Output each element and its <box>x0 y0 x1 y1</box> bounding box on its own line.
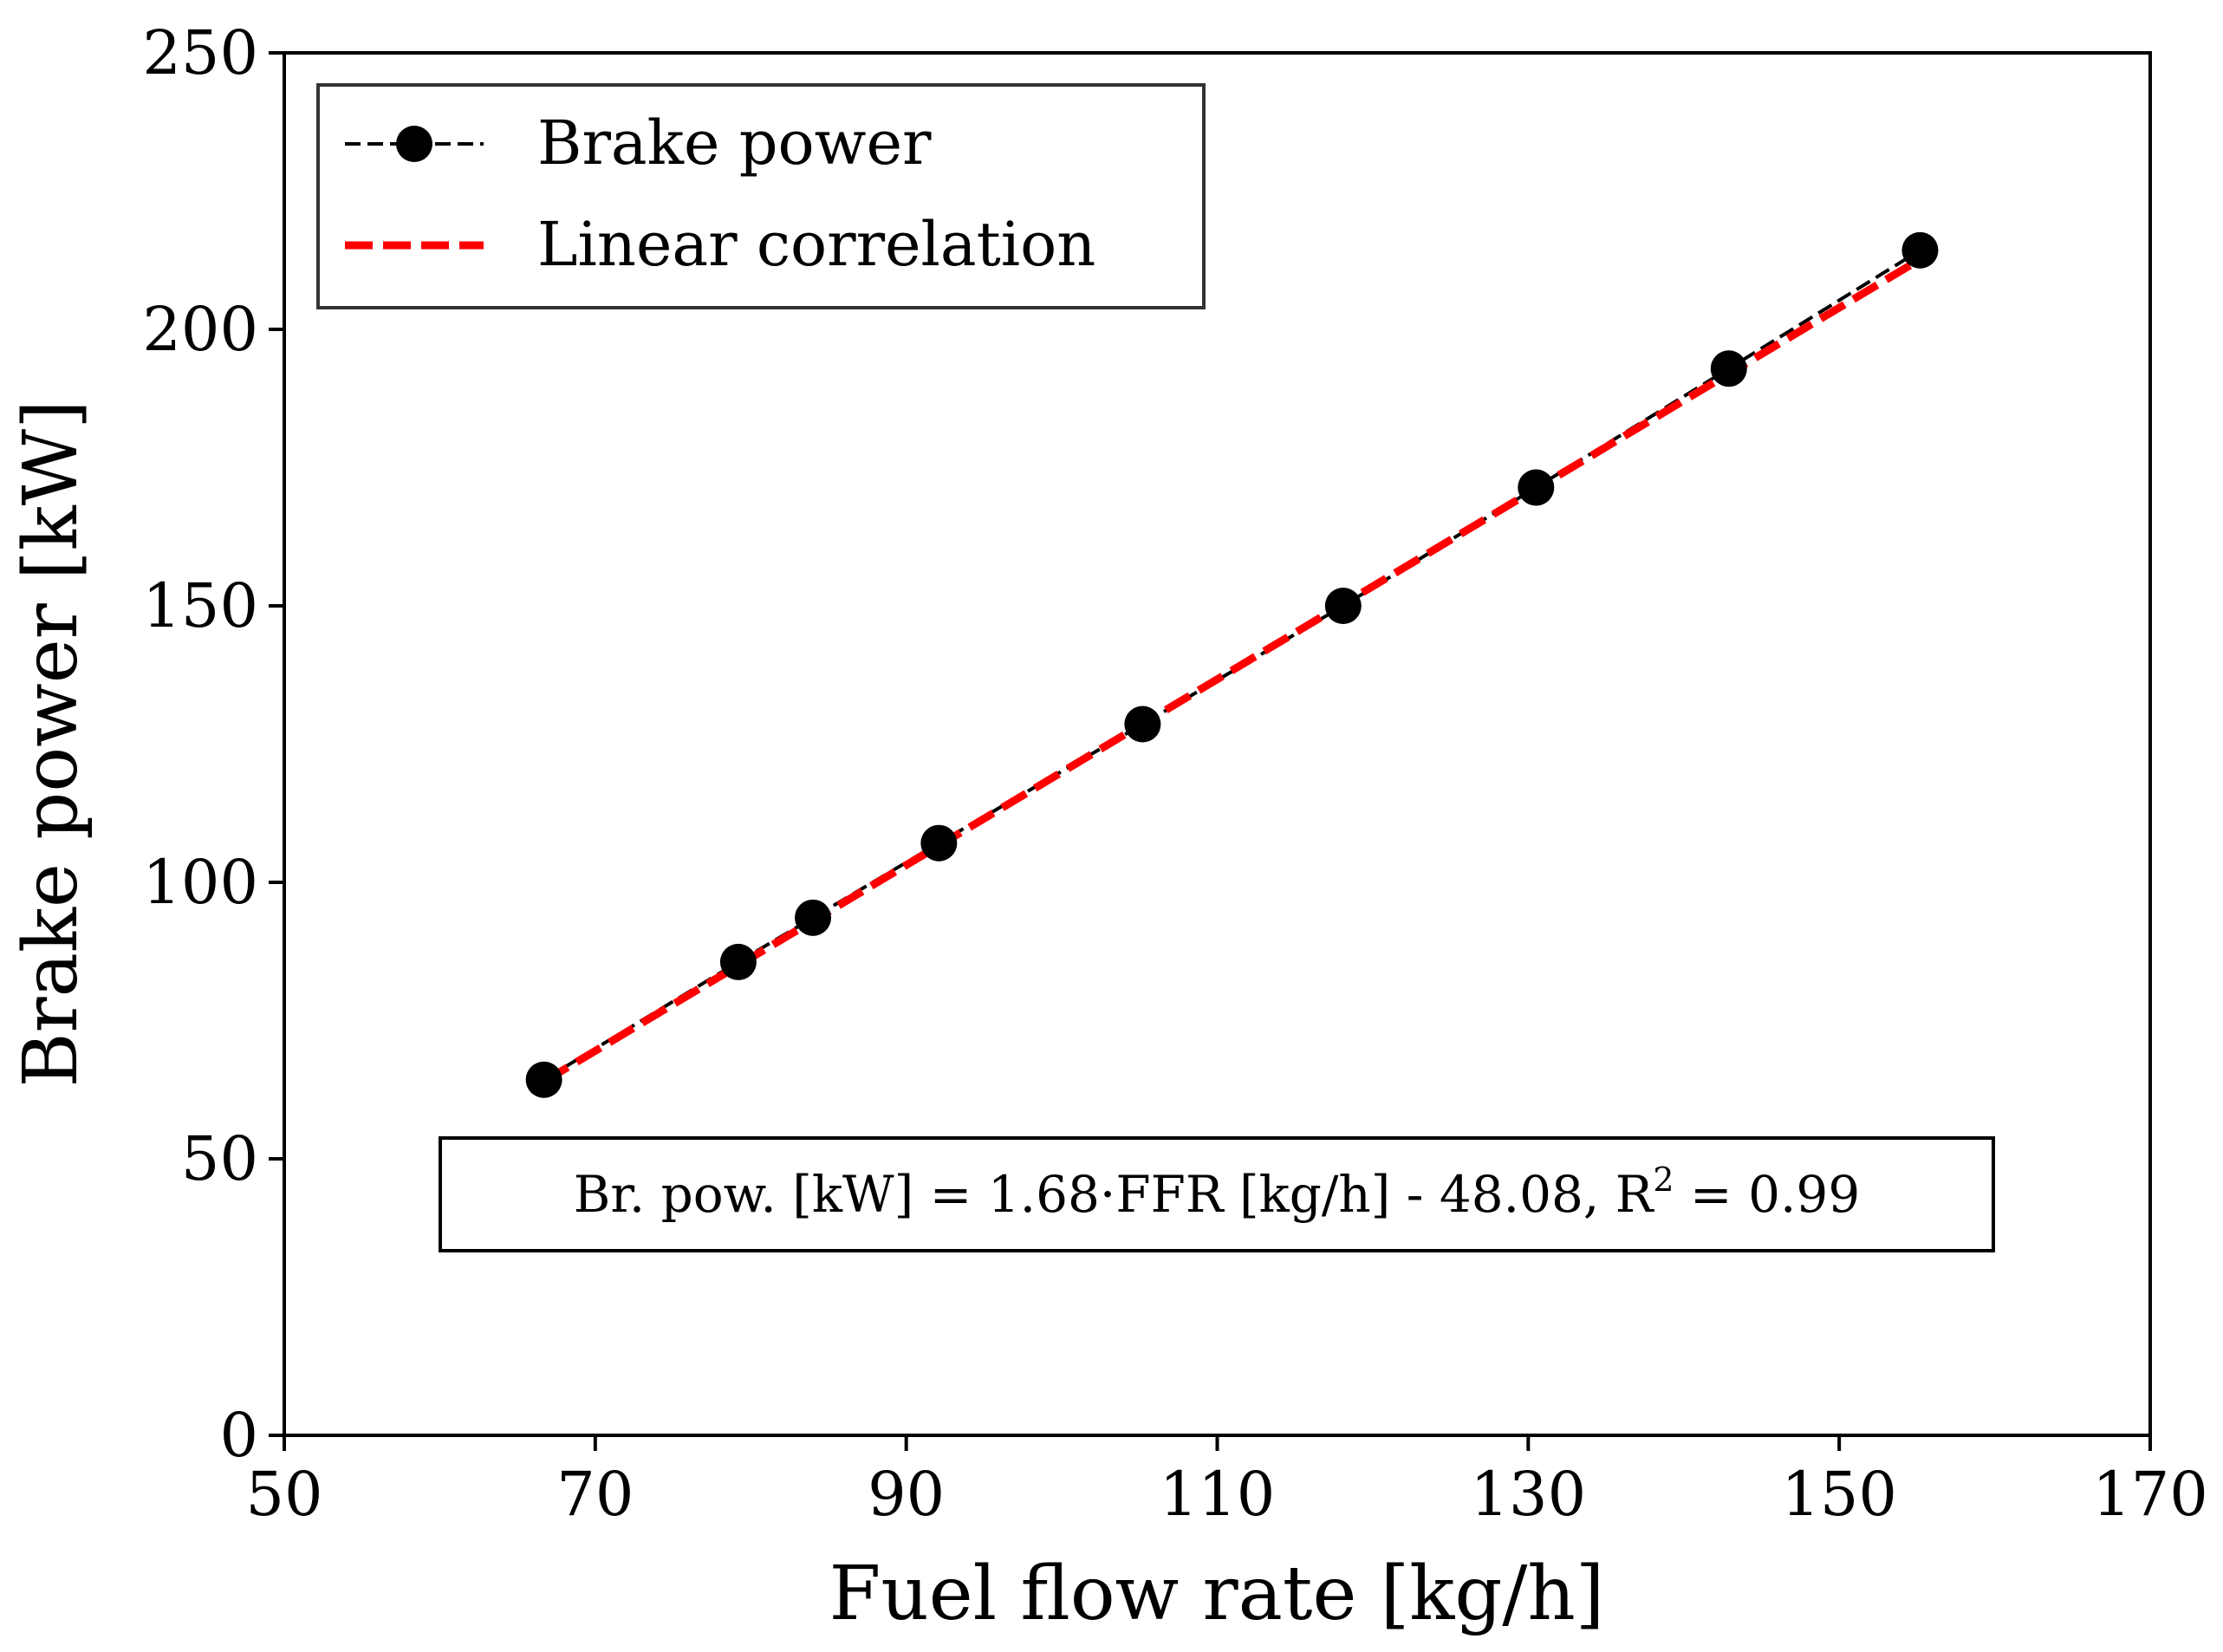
data-point-brake-power <box>1518 469 1555 506</box>
series-line-brake-power <box>543 249 1921 1082</box>
x-axis-label: Fuel flow rate [kg/h] <box>829 1551 1605 1637</box>
y-tick-label: 200 <box>142 294 258 365</box>
data-point-brake-power <box>719 943 757 980</box>
y-axis-ticks: 0 50 100 150 200 250 <box>142 17 284 1471</box>
legend-marker-brake-power <box>396 126 432 162</box>
x-tick-label: 110 <box>1160 1459 1276 1530</box>
y-axis-label: Brake power [kW] <box>8 400 94 1087</box>
equation-annotation: Br. pow. [kW] = 1.68·FFR [kg/h] - 48.08,… <box>439 1136 1995 1252</box>
x-tick-label: 150 <box>1781 1459 1897 1530</box>
equation-suffix: = 0.99 <box>1674 1165 1861 1224</box>
data-point-brake-power <box>1901 231 1939 269</box>
y-tick-label: 150 <box>142 570 258 641</box>
legend-frame <box>316 83 1206 309</box>
data-point-brake-power <box>1324 588 1362 624</box>
legend-label-linear-correlation: Linear correlation <box>537 209 1095 280</box>
equation-text: Br. pow. [kW] = 1.68·FFR [kg/h] - 48.08,… <box>574 1161 1860 1224</box>
x-tick-label: 130 <box>1471 1459 1587 1530</box>
series-line-linear-correlation <box>542 256 1922 1085</box>
equation-superscript: 2 <box>1653 1161 1674 1199</box>
x-tick-label: 70 <box>556 1459 634 1530</box>
y-tick-label: 250 <box>142 17 258 88</box>
legend-label-brake-power: Brake power <box>537 107 932 179</box>
x-tick-label: 50 <box>245 1459 322 1530</box>
y-tick-label: 100 <box>142 847 258 918</box>
equation-box <box>439 1136 1995 1252</box>
data-point-brake-power <box>1124 706 1161 743</box>
data-point-brake-power <box>1710 350 1747 387</box>
data-point-brake-power <box>795 899 832 936</box>
data-point-brake-power <box>920 824 958 862</box>
legend: Brake power Linear correlation <box>316 83 1206 309</box>
x-axis-ticks: 50 70 90 110 130 150 170 <box>245 1435 2208 1530</box>
y-tick-label: 50 <box>181 1123 258 1194</box>
x-tick-label: 90 <box>868 1459 945 1530</box>
data-point-brake-power <box>525 1061 562 1098</box>
x-tick-label: 170 <box>2092 1459 2208 1530</box>
plot-frame <box>283 51 2152 1437</box>
equation-main: Br. pow. [kW] = 1.68·FFR [kg/h] - 48.08,… <box>574 1165 1655 1224</box>
series-layer <box>525 231 1939 1098</box>
y-tick-label: 0 <box>219 1400 258 1471</box>
